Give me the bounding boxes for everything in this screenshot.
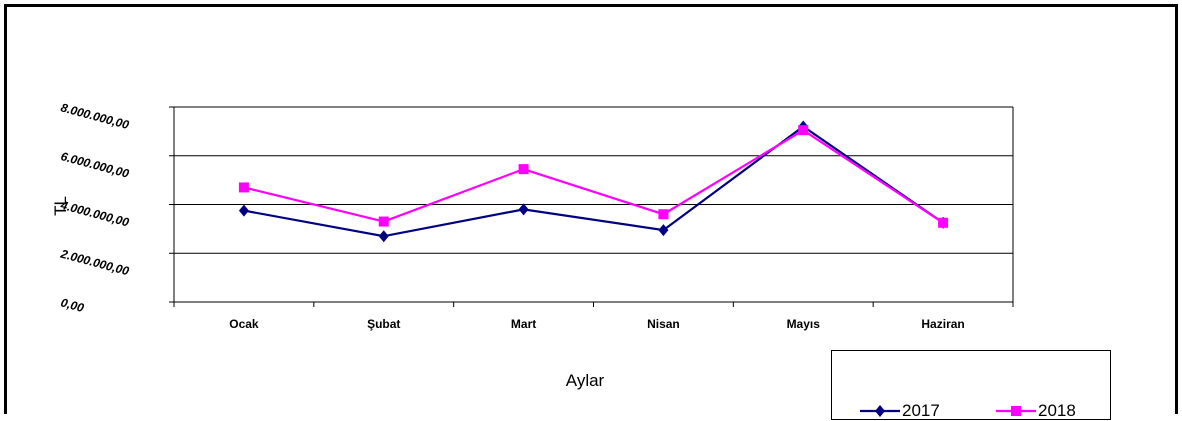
x-axis-label: Aylar: [566, 371, 605, 390]
y-tick-label-1: 2.000.000,00: [58, 246, 131, 278]
x-tick-label-3: Nisan: [647, 317, 680, 331]
y-tick-label-0: 0,00: [59, 295, 85, 315]
frame-left-border: [4, 4, 7, 414]
point-2018-1: [378, 216, 389, 227]
series-line-2017: [243, 125, 944, 238]
legend: 2017 2018: [831, 350, 1111, 420]
axes: 0,002.000.000,004.000.000,006.000.000,00…: [58, 100, 1014, 331]
x-tick-label-5: Haziran: [921, 317, 964, 331]
x-tick-label-1: Şubat: [367, 317, 400, 331]
point-2017-1: [378, 230, 389, 243]
series-line-2018: [243, 128, 944, 224]
point-2018-0: [238, 182, 249, 193]
frame-right-border: [1175, 4, 1178, 414]
point-2017-3: [658, 224, 669, 237]
legend-swatch-2017: [860, 405, 900, 417]
point-2018-2: [518, 164, 529, 175]
series-markers: [238, 120, 949, 243]
point-2018-3: [658, 209, 669, 220]
legend-swatch-2018: [996, 406, 1036, 416]
point-2018-4: [798, 125, 809, 136]
legend-item-2017: 2017: [860, 401, 940, 421]
legend-label-2017: 2017: [902, 401, 940, 420]
point-2017-0: [238, 204, 249, 217]
point-2017-2: [518, 203, 529, 216]
legend-item-2018: 2018: [996, 401, 1076, 421]
x-tick-label-4: Mayıs: [787, 317, 821, 331]
y-axis-label: TL: [51, 196, 70, 216]
y-tick-label-4: 8.000.000,00: [59, 100, 131, 132]
y-tick-label-3: 6.000.000,00: [59, 149, 131, 181]
series-lines: [243, 125, 944, 238]
frame-top-border: [4, 4, 1178, 7]
x-tick-label-0: Ocak: [229, 317, 259, 331]
point-2018-5: [938, 217, 949, 228]
gridlines: [174, 106, 1013, 254]
x-tick-label-2: Mart: [511, 317, 536, 331]
legend-label-2018: 2018: [1038, 401, 1076, 420]
